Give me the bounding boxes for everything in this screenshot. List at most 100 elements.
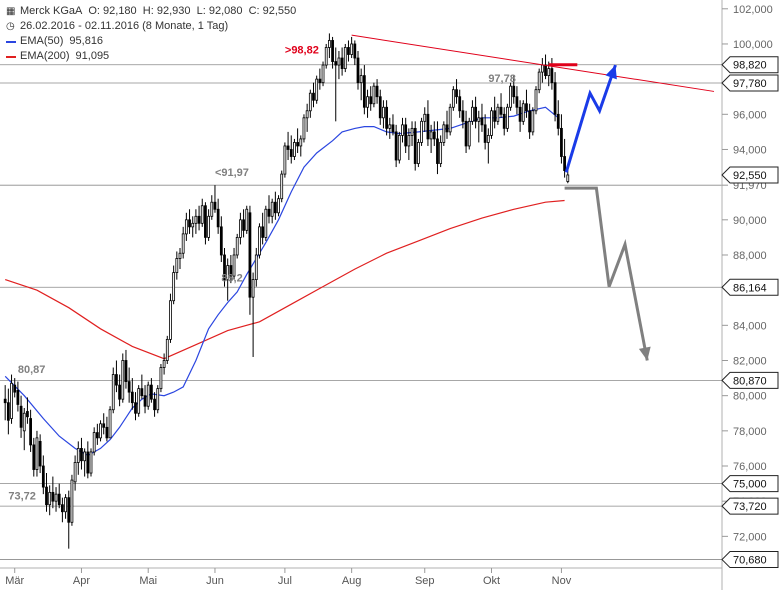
candle-body xyxy=(280,173,284,200)
candle-body xyxy=(70,479,74,523)
candle-body xyxy=(105,426,109,439)
candle-body xyxy=(423,113,427,122)
candle-body xyxy=(321,64,325,84)
y-tick-label: 84,000 xyxy=(733,320,767,332)
candle-body xyxy=(540,64,544,73)
candle-body xyxy=(73,462,77,483)
candle-body xyxy=(302,117,306,140)
candle-body xyxy=(115,374,118,386)
candle-body xyxy=(340,57,344,69)
level-price-label: 70,680 xyxy=(733,555,767,567)
candle-body xyxy=(235,236,239,256)
candle-body xyxy=(308,92,312,112)
candle-body xyxy=(499,106,503,115)
candle-body xyxy=(293,142,296,157)
legend-symbol-row: ▦ Merck KGaA O: 92,180 H: 92,930 L: 92,0… xyxy=(6,4,296,19)
bearish-scenario-arrow-path xyxy=(564,186,649,361)
candle-body xyxy=(178,252,182,259)
y-tick-label: 82,000 xyxy=(733,355,767,367)
x-tick-label: Mär xyxy=(5,575,24,587)
candle-body xyxy=(350,43,354,55)
level-price-label: 97,780 xyxy=(733,78,767,90)
legend-ema50-label: EMA(50) xyxy=(20,35,64,47)
candle-body xyxy=(337,57,341,66)
legend-symbol: Merck KGaA xyxy=(20,5,83,17)
candle-body xyxy=(64,497,67,513)
candle-body xyxy=(375,85,379,98)
candle-body xyxy=(35,437,39,470)
candle-body xyxy=(401,124,404,136)
price-annotation: 73,72 xyxy=(8,490,36,502)
level-price-label: 73,720 xyxy=(733,501,767,513)
resistance-trendline xyxy=(351,34,715,92)
candle-body xyxy=(251,279,255,298)
candle-body xyxy=(165,338,169,361)
candle-body xyxy=(242,219,245,231)
scenario-arrows xyxy=(564,64,651,361)
candle-body xyxy=(334,61,338,66)
candle-body xyxy=(525,103,528,112)
candle-body xyxy=(467,120,471,147)
candle-body xyxy=(436,138,439,164)
level-price-label: 92,550 xyxy=(733,170,767,182)
candle-body xyxy=(283,145,287,175)
candle-body xyxy=(169,300,172,340)
candle-body xyxy=(213,201,217,210)
legend-ema200-value: 91,095 xyxy=(75,50,110,62)
candle-body xyxy=(38,440,42,467)
candle-body xyxy=(445,124,449,133)
y-tick-label: 80,000 xyxy=(733,391,767,403)
candle-body xyxy=(118,384,121,400)
candle-body xyxy=(267,208,271,217)
bar-chart-icon: ▦ xyxy=(6,6,16,17)
x-tick-label: Mai xyxy=(139,575,157,587)
candle-body xyxy=(16,389,20,405)
candle-body xyxy=(143,395,147,407)
chart-legend: ▦ Merck KGaA O: 92,180 H: 92,930 L: 92,0… xyxy=(6,4,296,64)
level-price-tag xyxy=(721,278,779,296)
price-annotation: 86,2 xyxy=(221,272,242,284)
candle-body xyxy=(83,451,87,462)
candle-body xyxy=(232,254,236,277)
candle-body xyxy=(61,504,64,513)
candle-body xyxy=(547,68,551,77)
candle-body xyxy=(286,145,290,150)
candle-body xyxy=(312,92,315,101)
candle-body xyxy=(188,219,191,228)
candle-body xyxy=(553,82,557,115)
candle-body xyxy=(67,497,71,523)
legend-ema50-value: 95,816 xyxy=(69,35,104,47)
level-price-tag xyxy=(721,74,779,92)
candle-body xyxy=(388,124,392,129)
candle-body xyxy=(254,254,258,281)
candle-body xyxy=(184,219,188,235)
candle-body xyxy=(10,382,13,419)
price-annotation: <91,97 xyxy=(215,167,249,179)
level-price-tag xyxy=(721,56,779,74)
ema200-swatch xyxy=(6,55,16,58)
level-price-label: 80,870 xyxy=(733,375,767,387)
candle-body xyxy=(305,110,309,119)
y-tick-label: 90,000 xyxy=(733,215,767,227)
trendline-group xyxy=(351,34,715,92)
candle-body xyxy=(397,135,401,161)
candle-body xyxy=(45,486,48,506)
candle-body xyxy=(315,78,319,101)
bearish-scenario-arrow-head xyxy=(638,346,651,361)
candle-body xyxy=(509,85,512,108)
candle-body xyxy=(223,254,226,281)
candle-body xyxy=(191,222,195,228)
candle-body xyxy=(477,117,481,122)
candle-body xyxy=(343,47,347,69)
candle-body xyxy=(99,423,102,439)
candlesticks xyxy=(3,33,570,549)
candle-body xyxy=(413,127,417,164)
candle-body xyxy=(382,106,385,119)
candle-body xyxy=(29,418,32,446)
candle-body xyxy=(273,201,277,214)
candle-body xyxy=(264,208,268,238)
candle-body xyxy=(550,68,554,84)
level-price-tag xyxy=(721,497,779,515)
candle-body xyxy=(534,89,538,112)
x-axis: Mär Apr Mai Jun Jul Aug Sep Okt Nov xyxy=(0,567,722,587)
